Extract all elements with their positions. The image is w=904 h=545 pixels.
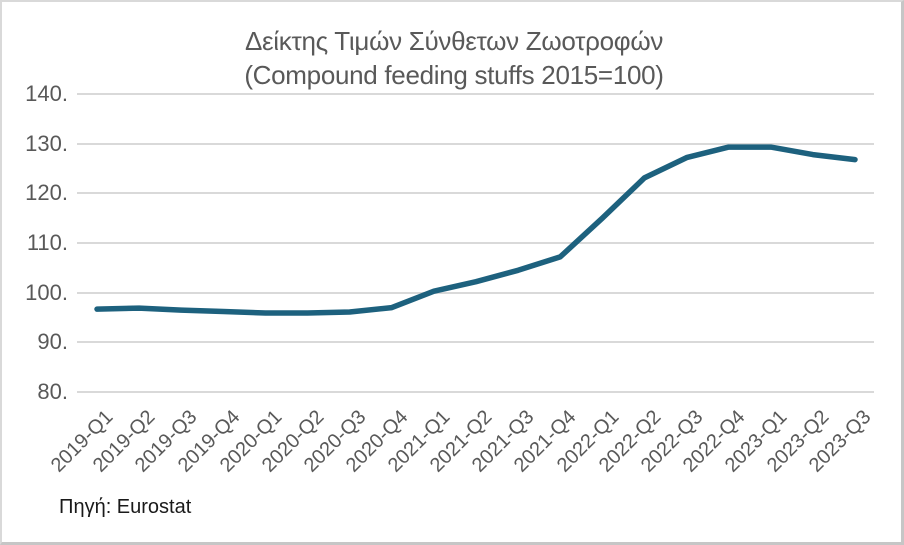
y-axis-tick-label: 80. [37,379,68,404]
y-axis-tick-label: 90. [37,329,68,355]
gridline [77,192,874,195]
y-axis-tick-label: 100. [25,279,68,305]
gridline [77,93,874,95]
y-axis-tick-label: 120. [25,180,68,206]
gridline [77,391,874,393]
gridline [77,242,874,244]
gridline [77,142,874,145]
y-axis-tick-label: 130. [25,130,68,156]
y-axis-tick-label: 110. [26,230,68,255]
data-line-series [94,144,858,316]
gridline [77,291,874,294]
chart-title: Δείκτης Τιμών Σύνθετων Ζωοτροφών [244,26,664,56]
gridline [77,341,874,344]
chart-subtitle: (Compound feeding stuffs 2015=100) [244,60,664,90]
chart-title-block: Δείκτης Τιμών Σύνθετων Ζωοτροφών (Compou… [2,24,901,92]
source-note: Πηγή: Eurostat [59,496,192,518]
y-axis-tick-label: 140. [25,81,68,106]
